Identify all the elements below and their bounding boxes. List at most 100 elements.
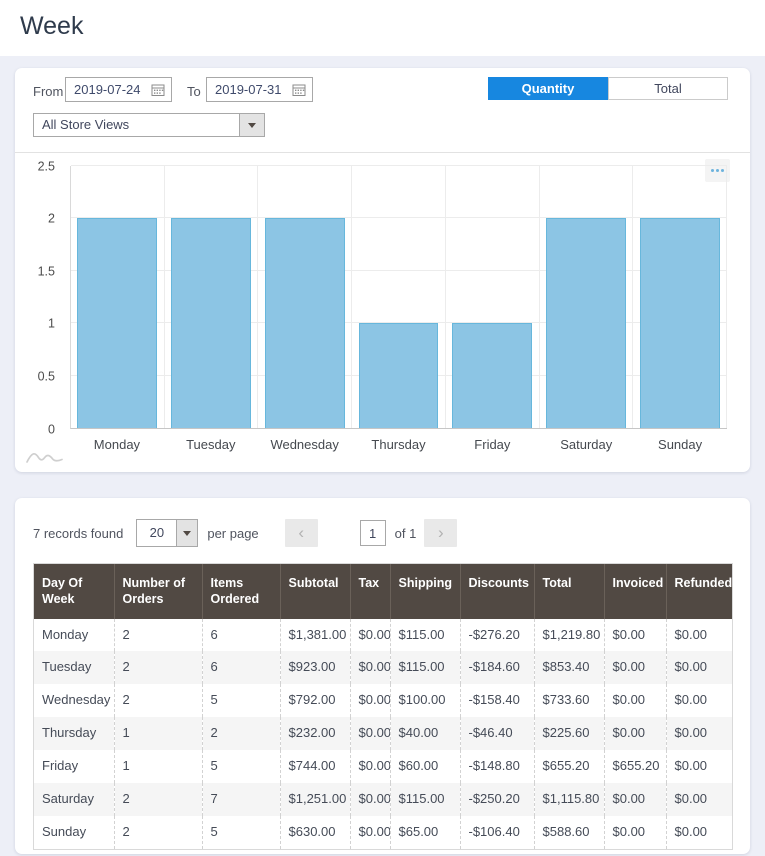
current-page-input[interactable]: [359, 520, 386, 546]
table-row: Friday 1 5 $744.00 $0.00 $60.00 -$148.80 $655.2…: [34, 750, 732, 784]
chevron-down-icon[interactable]: [239, 114, 264, 136]
table-cell: $0.00: [349, 750, 390, 784]
table-cell: $0.00: [603, 618, 666, 652]
table-row: Thursday 1 2 $232.00 $0.00 $40.00 -$46.40 $225.…: [34, 717, 732, 751]
ellipsis-icon: [716, 169, 719, 172]
column-header: Total: [533, 564, 604, 619]
table-cell: 1: [113, 750, 202, 784]
table-cell: 1: [113, 717, 202, 751]
pagination-bar: 7 records found 20 per page ‹ of 1 ›: [33, 519, 732, 547]
column-header: Number of Orders: [113, 564, 202, 619]
table-cell: $0.00: [349, 618, 390, 652]
table-cell: $0.00: [665, 618, 732, 652]
table-cell: $1,381.00: [279, 618, 350, 652]
table-cell: $733.60: [533, 684, 604, 718]
table-cell: $60.00: [389, 750, 460, 784]
store-view-select[interactable]: All Store Views: [33, 113, 265, 137]
table-cell: Friday: [42, 758, 79, 774]
table-cell: $0.00: [349, 717, 390, 751]
report-table-wrap: Day Of Week Number of Orders Items Ordered…: [33, 563, 733, 851]
table-cell: Tuesday: [42, 659, 92, 675]
x-axis-label: Wednesday: [270, 437, 339, 452]
grid-body: Monday 2 6 $1,381.00 $0.00 $115.00 -$276.20 $1,…: [34, 618, 732, 850]
bar-sunday[interactable]: [639, 218, 720, 428]
chevron-down-icon[interactable]: [176, 520, 198, 546]
store-view-value: All Store Views: [42, 117, 130, 132]
x-axis-label: Monday: [93, 437, 141, 452]
bar-thursday[interactable]: [358, 323, 439, 428]
column-header: Discounts: [459, 564, 534, 619]
table-cell: $0.00: [603, 816, 666, 850]
table-cell: $115.00: [389, 651, 460, 685]
table-cell: $923.00: [279, 651, 350, 685]
y-tick-label: 1: [48, 316, 55, 331]
chart-columns: [71, 166, 728, 428]
bar-chart: 0 0.5 1 1.5 2 2.5 Monday Tuesday Wednesday Thurs…: [15, 152, 750, 472]
table-cell: $0.00: [665, 783, 732, 817]
chart-column: [165, 166, 259, 428]
table-cell: Wednesday: [42, 692, 111, 708]
to-date-field[interactable]: [206, 77, 313, 102]
table-cell: $630.00: [279, 816, 350, 850]
gridline: [71, 269, 727, 271]
page-title: Week: [20, 12, 84, 40]
per-page-select[interactable]: 20: [136, 519, 199, 547]
column-header: Refunded: [665, 564, 732, 619]
from-date-field[interactable]: [65, 77, 172, 102]
x-axis-label: Sunday: [658, 437, 703, 452]
table-cell: $1,251.00: [279, 783, 350, 817]
table-cell: $655.20: [533, 750, 604, 784]
chart-panel: From To Quantity Total All: [15, 68, 750, 472]
table-cell: $588.60: [533, 816, 604, 850]
table-cell: $0.00: [665, 750, 732, 784]
previous-page-button[interactable]: ‹: [284, 519, 318, 547]
bar-tuesday[interactable]: [171, 218, 251, 428]
quantity-tab[interactable]: Quantity: [488, 77, 608, 100]
records-count: 7 records found: [33, 525, 124, 541]
table-cell: -$158.40: [459, 684, 534, 718]
y-tick-label: 0: [48, 421, 55, 436]
bar-saturday[interactable]: [546, 218, 626, 428]
amcharts-logo-icon[interactable]: [25, 449, 67, 465]
table-cell: $655.20: [603, 750, 666, 784]
grid-header-row: Day Of Week Number of Orders Items Ordered…: [34, 564, 732, 619]
calendar-icon[interactable]: [292, 83, 306, 96]
table-cell: 5: [201, 684, 280, 718]
bar-wednesday[interactable]: [264, 218, 345, 428]
chart-column: [446, 166, 540, 428]
per-page-label: per page: [207, 525, 259, 541]
table-cell: 2: [113, 618, 202, 652]
table-cell: $853.40: [533, 651, 604, 685]
table-cell: $115.00: [389, 783, 460, 817]
chart-plot: [70, 165, 728, 429]
table-cell: 6: [201, 651, 280, 685]
gridline: [71, 165, 727, 166]
report-table: Day Of Week Number of Orders Items Ordered…: [34, 564, 732, 850]
y-tick-label: 2: [48, 211, 55, 226]
calendar-icon[interactable]: [151, 83, 165, 96]
gridline: [71, 217, 727, 219]
table-cell: $0.00: [665, 816, 732, 850]
bar-monday[interactable]: [77, 218, 158, 428]
chart-column: [352, 166, 446, 428]
column-header: Shipping: [389, 564, 460, 619]
chart-column: [258, 166, 353, 428]
x-axis-label: Friday: [474, 437, 511, 452]
chart-column: [71, 166, 165, 428]
table-cell: $0.00: [349, 783, 390, 817]
to-date-input[interactable]: [215, 82, 287, 97]
total-tab[interactable]: Total: [608, 77, 728, 100]
table-cell: $0.00: [603, 651, 666, 685]
table-cell: 2: [113, 651, 202, 685]
y-tick-label: 2.5: [37, 158, 55, 173]
next-page-button[interactable]: ›: [424, 519, 458, 547]
table-cell: $0.00: [665, 717, 732, 751]
table-cell: 7: [201, 783, 280, 817]
table-cell: $0.00: [665, 651, 732, 685]
from-date-input[interactable]: [74, 82, 146, 97]
bar-friday[interactable]: [452, 323, 533, 428]
table-cell: $744.00: [279, 750, 350, 784]
table-cell: 2: [113, 816, 202, 850]
chart-export-menu-button[interactable]: [705, 159, 730, 182]
